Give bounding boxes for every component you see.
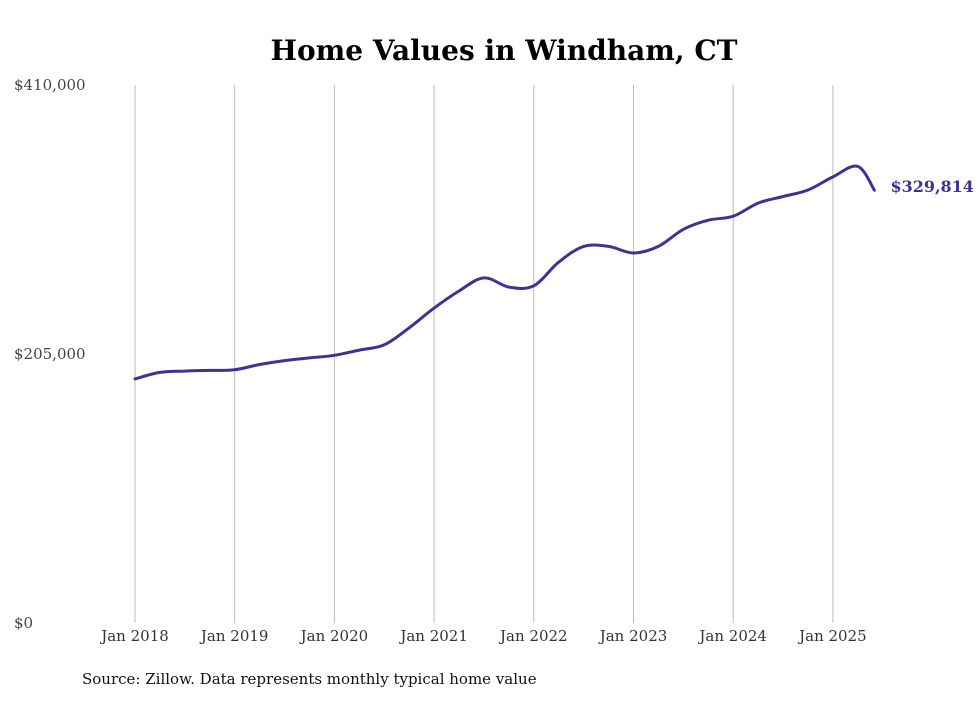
gridlines (134, 85, 834, 623)
x-tick-label: Jan 2021 (398, 627, 468, 645)
x-tick-label: Jan 2020 (299, 627, 369, 645)
x-axis-ticks: Jan 2018 Jan 2019 Jan 2020 Jan 2021 Jan 2022… (99, 627, 866, 645)
x-tick-label: Jan 2024 (697, 627, 767, 645)
y-axis-ticks: $0 $205,000 $410,000 (14, 76, 86, 632)
x-tick-label: Jan 2023 (598, 627, 668, 645)
chart-title: Home Values in Windham, CT (271, 34, 738, 67)
source-note: Source: Zillow. Data represents monthly … (82, 670, 537, 688)
y-tick-label: $0 (14, 614, 33, 632)
y-tick-label: $205,000 (14, 345, 86, 363)
series-line (133, 164, 876, 381)
end-value-label: $329,814 (890, 177, 974, 196)
x-tick-label: Jan 2019 (199, 627, 269, 645)
x-tick-label: Jan 2022 (498, 627, 568, 645)
y-tick-label: $410,000 (14, 76, 86, 94)
x-tick-label: Jan 2018 (99, 627, 169, 645)
series-layer: $329,814 (133, 164, 974, 381)
x-tick-label: Jan 2025 (797, 627, 867, 645)
